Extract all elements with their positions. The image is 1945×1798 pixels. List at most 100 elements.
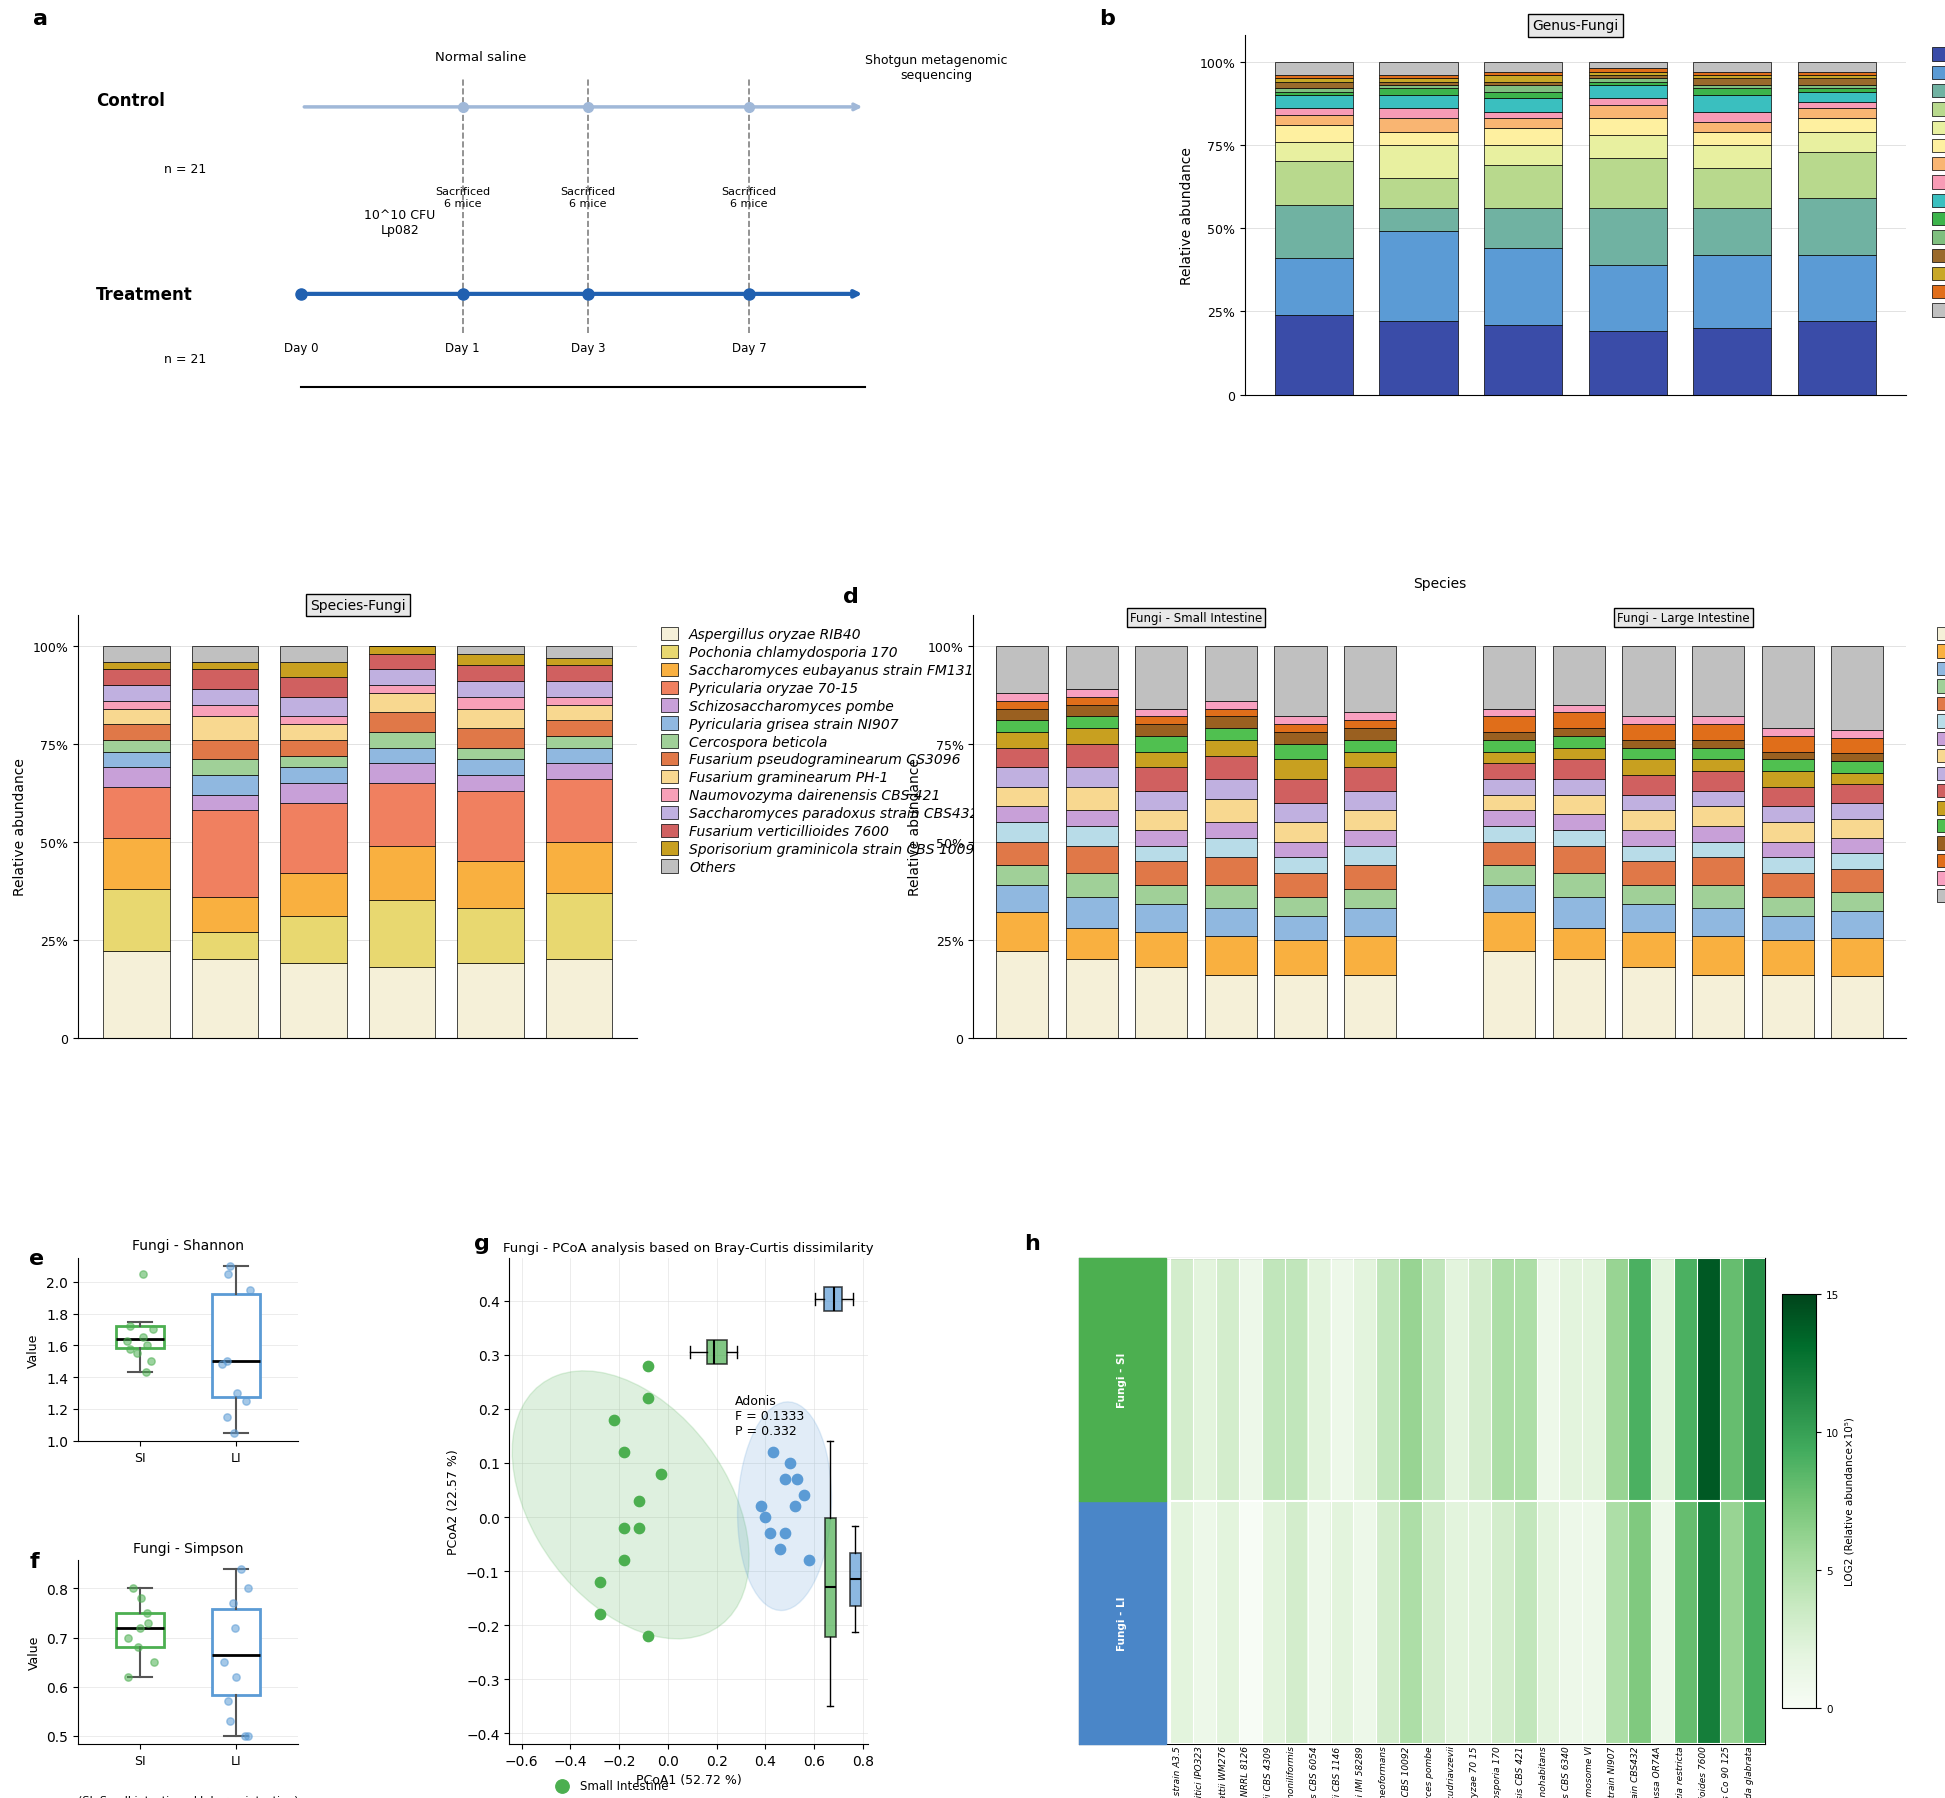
Bar (1552, 928, 1605, 960)
Bar (1832, 838, 1883, 854)
Bar (1066, 705, 1118, 717)
Bar (1204, 858, 1256, 885)
Large Intestine (751, 1503, 782, 1532)
PathPatch shape (117, 1613, 163, 1647)
Bar (1274, 780, 1326, 804)
Bar (193, 795, 259, 811)
Bar (1484, 86, 1562, 92)
Bar (370, 671, 436, 685)
Bar (1136, 904, 1186, 933)
Bar (1797, 322, 1877, 396)
Bar (1622, 847, 1675, 861)
Bar (1589, 158, 1667, 209)
Bar (193, 717, 259, 741)
Bar (1484, 325, 1562, 396)
Bar (1274, 823, 1326, 841)
Small Intestine (599, 1406, 630, 1435)
Bar (1344, 714, 1397, 721)
Bar (1066, 744, 1118, 768)
Bar (1274, 897, 1326, 917)
Bar (1274, 874, 1326, 897)
Text: Control: Control (95, 92, 165, 110)
Bar (457, 647, 523, 654)
Point (124, 1613, 156, 1642)
Point (119, 1575, 150, 1604)
Bar (1552, 728, 1605, 737)
Text: Day 3: Day 3 (570, 342, 605, 356)
Bar (1832, 739, 1883, 753)
Bar (1274, 725, 1326, 732)
Bar (1762, 761, 1815, 771)
Bar (1832, 732, 1883, 739)
Bar (1552, 714, 1605, 728)
Y-axis label: LOG2 (Relative abundance×10⁵): LOG2 (Relative abundance×10⁵) (1846, 1417, 1856, 1586)
Bar (280, 964, 346, 1037)
Bar (1379, 180, 1459, 209)
Bar (1484, 811, 1535, 827)
Text: n = 21: n = 21 (163, 352, 206, 367)
Bar (1066, 728, 1118, 744)
Bar (1797, 153, 1877, 200)
Bar (1552, 761, 1605, 780)
Bar (1274, 841, 1326, 858)
Point (138, 1647, 169, 1676)
Point (214, 1706, 245, 1735)
Bar (1552, 780, 1605, 795)
Text: Sacrificed
6 mice: Sacrificed 6 mice (560, 187, 615, 209)
Bar (1274, 858, 1326, 874)
Bar (280, 784, 346, 804)
Bar (1204, 701, 1256, 708)
Bar (1379, 83, 1459, 86)
Bar (1484, 951, 1535, 1037)
Bar (1692, 748, 1745, 761)
Legend: Aspergillus oryzae RIB40, Saccharomyces eubayanus strain FM1318, Pyricularia gri: Aspergillus oryzae RIB40, Saccharomyces … (1931, 622, 1945, 910)
Bar (1066, 960, 1118, 1037)
Small Intestine (609, 1546, 640, 1575)
Bar (1274, 95, 1354, 110)
Point (226, 1555, 257, 1584)
Point (123, 1633, 154, 1661)
Title: Fungi - PCoA analysis based on Bray-Curtis dissimilarity: Fungi - PCoA analysis based on Bray-Curt… (504, 1241, 873, 1253)
Bar (547, 737, 613, 748)
Bar (1552, 795, 1605, 814)
Bar (1204, 798, 1256, 823)
Bar (280, 698, 346, 717)
Bar (1274, 110, 1354, 115)
Bar (1692, 761, 1745, 771)
Bar (1379, 232, 1459, 322)
Bar (1484, 76, 1562, 83)
Bar (1589, 209, 1667, 266)
Bar (103, 788, 169, 838)
Bar (1136, 717, 1186, 725)
Bar (280, 662, 346, 678)
Bar (1344, 908, 1397, 937)
Bar (1589, 119, 1667, 137)
Bar (1274, 79, 1354, 83)
Bar (193, 897, 259, 933)
Bar (1204, 708, 1256, 717)
Title: Fungi - Shannon: Fungi - Shannon (132, 1239, 245, 1253)
Bar (1204, 717, 1256, 728)
Bar (103, 647, 169, 662)
Bar (1484, 92, 1562, 99)
Text: a: a (33, 9, 49, 29)
Bar (1589, 72, 1667, 76)
Bar (1692, 209, 1772, 255)
Bar (1204, 823, 1256, 838)
Text: Sacrificed
6 mice: Sacrificed 6 mice (722, 187, 776, 209)
Bar (1274, 259, 1354, 315)
Bar (1484, 146, 1562, 165)
Bar (1692, 858, 1745, 885)
Point (218, 1419, 249, 1447)
Bar (280, 647, 346, 662)
Y-axis label: Value: Value (27, 1332, 41, 1366)
Bar (1692, 841, 1745, 858)
Bar (996, 732, 1048, 748)
Bar (280, 917, 346, 964)
Text: e: e (29, 1248, 45, 1269)
Bar (1379, 76, 1459, 79)
Bar (1204, 937, 1256, 975)
Bar (1692, 95, 1772, 113)
Bar (280, 804, 346, 874)
Bar (457, 791, 523, 861)
